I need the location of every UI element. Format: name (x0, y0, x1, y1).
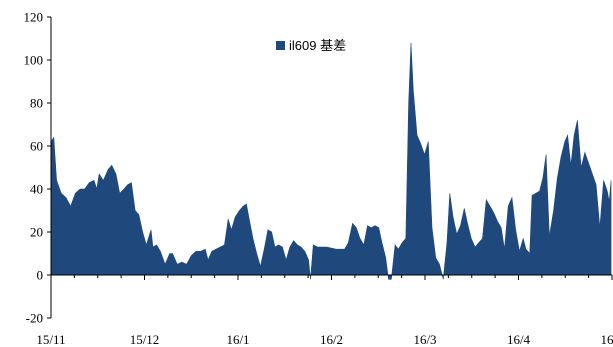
y-tick-label: -20 (26, 311, 43, 326)
x-tick-label: 15/11 (36, 332, 65, 347)
y-tick-label: 100 (24, 53, 44, 68)
y-tick-label: 0 (37, 268, 44, 283)
y-tick-label: 120 (24, 10, 44, 25)
legend: il609 基差 (276, 38, 346, 53)
y-tick-label: 60 (30, 139, 43, 154)
x-tick-label: 15/12 (130, 332, 160, 347)
series-area-il609 (50, 42, 612, 280)
y-tick-label: 20 (30, 225, 43, 240)
plot-area (50, 42, 612, 280)
y-tick-label: 80 (30, 96, 43, 111)
x-tick-label: 16/1 (226, 332, 249, 347)
x-tick-label: 16/4 (507, 332, 531, 347)
x-tick-label: 16/5 (600, 332, 613, 347)
x-tick-label: 16/3 (413, 332, 436, 347)
y-tick-label: 40 (30, 182, 43, 197)
x-tick-label: 16/2 (320, 332, 343, 347)
legend-label: il609 基差 (289, 38, 346, 53)
legend-swatch (276, 41, 285, 50)
axes: -20 0 20 40 60 80 100 120 15/11 15/12 16/1 16/2 16/3… (24, 10, 613, 347)
